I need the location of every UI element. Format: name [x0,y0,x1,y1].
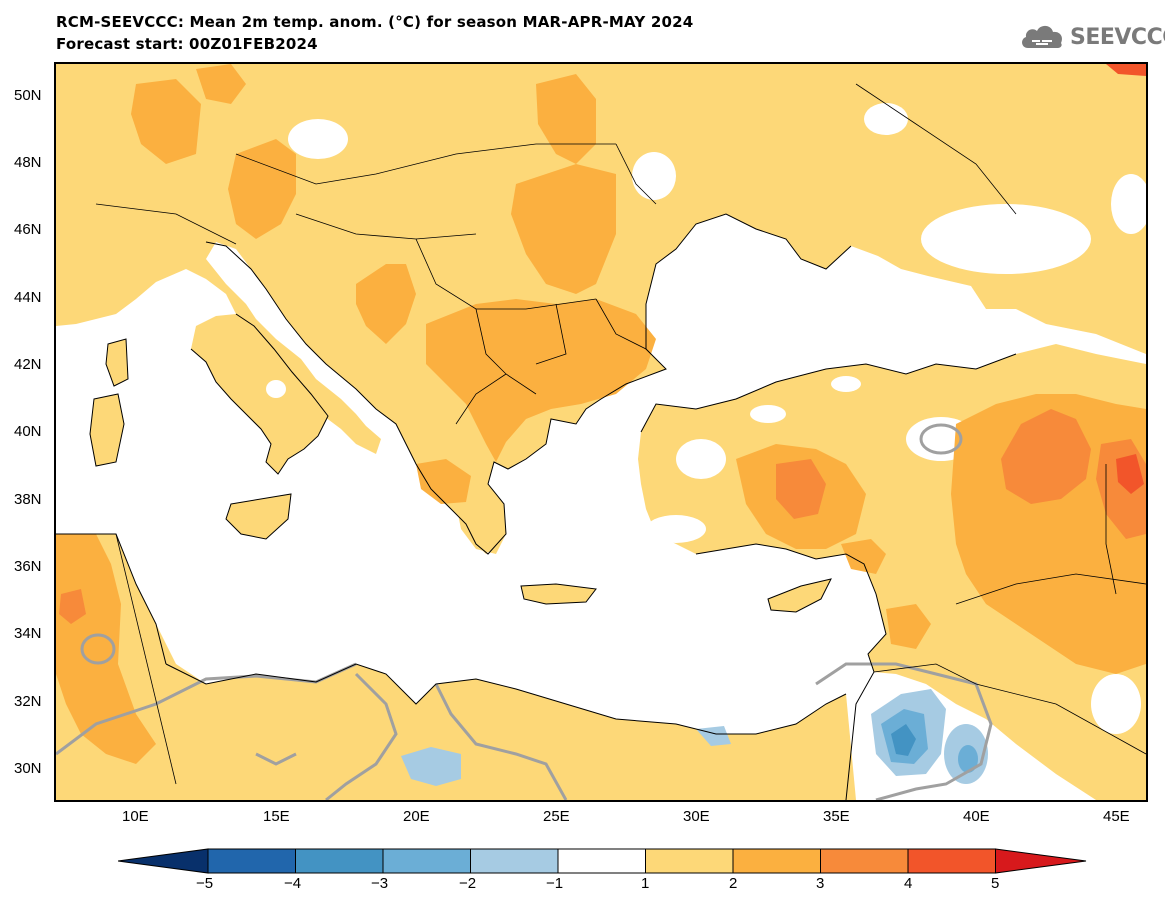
colorbar-tick-label: −4 [284,875,302,892]
lat-label: 30N [14,760,42,777]
coastlines [56,213,1017,800]
colorbar-tick-label: −1 [546,875,564,892]
colorbar-tick-label: −5 [196,875,214,892]
lon-label: 35E [823,808,850,825]
colorbar-swatch [207,848,296,874]
colorbar-high-arrow [995,848,1087,874]
lat-label: 44N [14,289,42,306]
lon-label: 25E [543,808,570,825]
lon-label: 15E [263,808,290,825]
colorbar-swatch [470,848,559,874]
lat-label: 34N [14,625,42,642]
colorbar-swatch [557,848,646,874]
colorbar [118,848,1087,874]
negative-anomalies [401,689,988,786]
lat-label: 32N [14,693,42,710]
lon-label: 40E [963,808,990,825]
lon-label: 30E [683,808,710,825]
lon-label: 45E [1103,808,1130,825]
logo-text: SEEVCCC [1070,24,1165,50]
colorbar-swatch [382,848,471,874]
colorbar-swatch [645,848,734,874]
colorbar-low-arrow [118,848,209,874]
colorbar-tick-label: 2 [729,875,738,892]
lat-label: 42N [14,356,42,373]
map-panel [54,62,1148,802]
forecast-start: Forecast start: 00Z01FEB2024 [56,35,318,53]
land-anomaly-2-3 [56,64,1146,764]
cloud-icon [1022,25,1063,48]
map-title: RCM-SEEVCCC: Mean 2m temp. anom. (°C) fo… [56,13,694,31]
colorbar-tick-label: 3 [816,875,825,892]
seevccc-logo: SEEVCCC [1018,22,1165,52]
colorbar-tick-label: −3 [371,875,389,892]
land-anomaly-4-5 [1106,64,1146,494]
colorbar-tick-label: 5 [991,875,1000,892]
lat-label: 50N [14,87,42,104]
colorbar-swatch [732,848,821,874]
colorbar-swatch [820,848,909,874]
lat-label: 40N [14,423,42,440]
colorbar-tick-label: 1 [641,875,650,892]
lat-label: 36N [14,558,42,575]
borders [95,83,1146,785]
land-anomaly-3-4 [59,409,1146,624]
lat-label: 38N [14,491,42,508]
lat-label: 48N [14,154,42,171]
lon-label: 10E [122,808,149,825]
lon-label: 20E [403,808,430,825]
lat-label: 46N [14,221,42,238]
colorbar-swatch [295,848,384,874]
anomaly-map [56,64,1146,800]
colorbar-tick-label: −2 [459,875,477,892]
colorbar-tick-label: 4 [904,875,913,892]
colorbar-swatch [907,848,996,874]
